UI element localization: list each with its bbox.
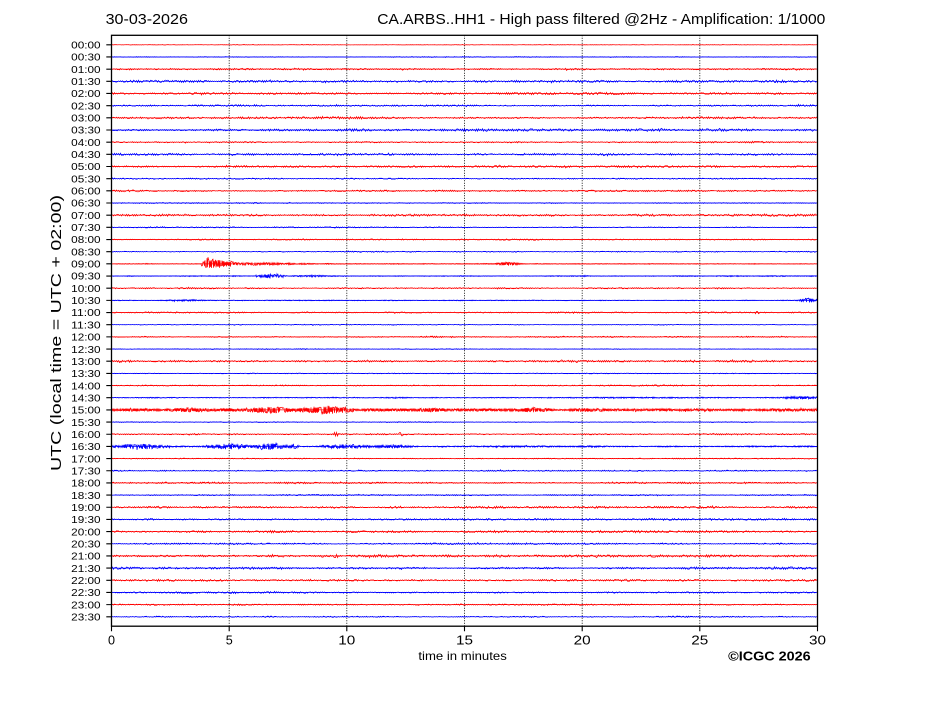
svg-text:17:30: 17:30 [71, 465, 101, 477]
svg-text:01:30: 01:30 [71, 76, 101, 88]
svg-text:00:00: 00:00 [71, 40, 101, 52]
svg-text:19:00: 19:00 [71, 502, 101, 514]
svg-text:12:00: 12:00 [71, 332, 101, 344]
svg-text:08:00: 08:00 [71, 234, 101, 246]
svg-text:08:30: 08:30 [71, 246, 101, 258]
svg-text:05:30: 05:30 [71, 173, 101, 185]
svg-text:15: 15 [456, 633, 473, 648]
svg-text:0: 0 [108, 633, 115, 648]
svg-text:09:00: 09:00 [71, 259, 101, 271]
svg-text:CA.ARBS..HH1 - High pass filte: CA.ARBS..HH1 - High pass filtered @2Hz -… [377, 11, 825, 28]
svg-text:21:30: 21:30 [71, 563, 101, 575]
svg-text:22:00: 22:00 [71, 575, 101, 587]
svg-text:22:30: 22:30 [71, 587, 101, 599]
svg-text:15:30: 15:30 [71, 417, 101, 429]
svg-text:05:00: 05:00 [71, 161, 101, 173]
svg-text:25: 25 [691, 633, 708, 648]
svg-text:17:00: 17:00 [71, 453, 101, 465]
svg-text:20: 20 [574, 633, 591, 648]
svg-text:20:00: 20:00 [71, 526, 101, 538]
svg-text:20:30: 20:30 [71, 539, 101, 551]
svg-text:©ICGC 2026: ©ICGC 2026 [728, 648, 811, 663]
svg-text:03:30: 03:30 [71, 125, 101, 137]
svg-text:23:30: 23:30 [71, 612, 101, 624]
svg-text:15:00: 15:00 [71, 405, 101, 417]
svg-text:11:00: 11:00 [71, 307, 101, 319]
svg-text:13:30: 13:30 [71, 368, 101, 380]
svg-text:23:00: 23:00 [71, 599, 101, 611]
svg-text:00:30: 00:30 [71, 52, 101, 64]
svg-text:02:30: 02:30 [71, 100, 101, 112]
svg-text:09:30: 09:30 [71, 271, 101, 283]
svg-text:07:00: 07:00 [71, 210, 101, 222]
svg-text:11:30: 11:30 [71, 319, 101, 331]
svg-text:18:30: 18:30 [71, 490, 101, 502]
svg-text:14:00: 14:00 [71, 380, 101, 392]
svg-text:UTC (local time = UTC + 02:00): UTC (local time = UTC + 02:00) [48, 195, 65, 471]
svg-text:10:30: 10:30 [71, 295, 101, 307]
svg-text:10: 10 [338, 633, 355, 648]
svg-text:16:00: 16:00 [71, 429, 101, 441]
svg-text:21:00: 21:00 [71, 551, 101, 563]
svg-text:06:30: 06:30 [71, 198, 101, 210]
svg-text:04:00: 04:00 [71, 137, 101, 149]
svg-text:01:00: 01:00 [71, 64, 101, 76]
svg-text:13:00: 13:00 [71, 356, 101, 368]
svg-text:time in minutes: time in minutes [418, 649, 506, 663]
svg-text:30: 30 [809, 633, 826, 648]
svg-text:06:00: 06:00 [71, 186, 101, 198]
svg-text:16:30: 16:30 [71, 441, 101, 453]
svg-text:07:30: 07:30 [71, 222, 101, 234]
svg-text:5: 5 [226, 633, 233, 648]
svg-text:04:30: 04:30 [71, 149, 101, 161]
svg-text:10:00: 10:00 [71, 283, 101, 295]
svg-text:14:30: 14:30 [71, 392, 101, 404]
svg-text:03:00: 03:00 [71, 113, 101, 125]
svg-text:19:30: 19:30 [71, 514, 101, 526]
svg-text:30-03-2026: 30-03-2026 [106, 11, 188, 28]
svg-text:18:00: 18:00 [71, 478, 101, 490]
svg-text:02:00: 02:00 [71, 88, 101, 100]
svg-text:12:30: 12:30 [71, 344, 101, 356]
